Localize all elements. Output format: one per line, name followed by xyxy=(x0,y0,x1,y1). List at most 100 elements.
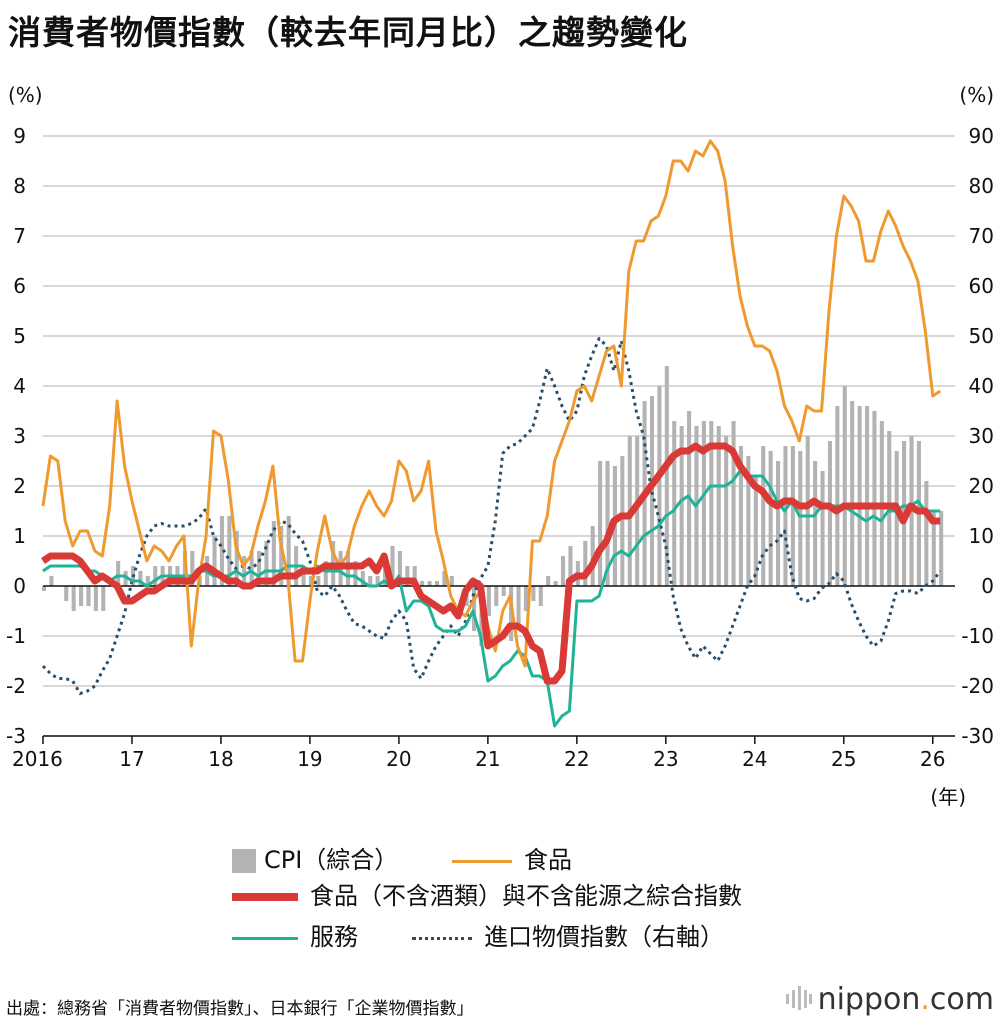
cpi-bar xyxy=(620,456,625,586)
legend-cpi-label: CPI（綜合） xyxy=(264,846,399,874)
series-lines xyxy=(41,139,942,728)
y-left-tick-label: 0 xyxy=(13,574,26,598)
x-tick-label: 25 xyxy=(831,747,856,771)
x-tick-label: 18 xyxy=(208,747,233,771)
cpi-bar xyxy=(842,386,847,586)
series-line-食品 xyxy=(41,139,942,668)
y-right-tick-label: 30 xyxy=(969,424,994,448)
cpi-bar xyxy=(264,541,269,586)
legend-import-label: 進口物價指數（右軸） xyxy=(484,923,724,951)
y-right-tick-label: 70 xyxy=(969,224,994,248)
cpi-bar xyxy=(41,586,47,591)
legend-food-label: 食品 xyxy=(524,846,572,874)
x-tick-label: 17 xyxy=(119,747,144,771)
y-left-tick-label: 8 xyxy=(13,174,26,198)
cpi-bar xyxy=(279,526,284,586)
cpi-bar xyxy=(731,421,736,586)
cpi-bar xyxy=(894,451,899,586)
x-tick-label: 24 xyxy=(742,747,767,771)
cpi-bar xyxy=(568,546,573,586)
cpi-bar xyxy=(531,586,536,601)
cpi-bar xyxy=(116,561,121,586)
x-tick-label: 20 xyxy=(386,747,411,771)
brand-name: nippon xyxy=(817,982,921,1017)
legend-services-label: 服務 xyxy=(310,923,358,951)
cpi-bar xyxy=(227,516,232,586)
cpi-bar xyxy=(434,581,440,586)
series-line-食品（不含酒類）與不含能源之綜合指數 xyxy=(41,442,941,685)
cpi-bar xyxy=(256,551,262,586)
x-tick-label: 22 xyxy=(564,747,589,771)
cpi-bar xyxy=(219,516,224,586)
cpi-bar xyxy=(798,451,803,586)
cpi-bar xyxy=(316,576,321,586)
y-right-tick-label: 20 xyxy=(969,474,994,498)
cpi-bar xyxy=(368,576,373,586)
brand-logo: nippon.com xyxy=(785,982,994,1018)
cpi-bar xyxy=(605,461,610,586)
cpi-bar xyxy=(864,406,870,586)
cpi-bar xyxy=(724,436,729,586)
cpi-bar xyxy=(308,576,313,586)
cpi-bar xyxy=(701,421,706,586)
source-note: 出處：總務省「消費者物價指數」、日本銀行「企業物價指數」 xyxy=(6,999,474,1019)
services-swatch xyxy=(232,936,298,940)
y-left-tick-label: 5 xyxy=(13,324,26,348)
cpi-bar xyxy=(931,511,936,586)
food-swatch xyxy=(452,859,512,863)
cpi-bar xyxy=(523,586,528,611)
legend-cpi: CPI（綜合） xyxy=(232,840,398,875)
cpi-bar xyxy=(850,401,855,586)
brand-dot: . xyxy=(920,982,930,1017)
y-right-tick-label: 10 xyxy=(969,524,994,548)
cpi-bar xyxy=(375,576,380,586)
legend-core: 食品（不含酒類）與不含能源之綜合指數 xyxy=(232,876,742,911)
brand-tld: com xyxy=(929,982,994,1017)
cpi-bar xyxy=(672,421,677,586)
x-tick-label: 19 xyxy=(297,747,322,771)
cpi-bar xyxy=(679,426,684,586)
cpi-bar xyxy=(827,441,832,586)
cpi-bar xyxy=(664,366,669,586)
cpi-bar xyxy=(271,521,276,586)
cpi-bar xyxy=(635,436,640,586)
cpi-bar xyxy=(242,556,247,586)
cpi-bar xyxy=(442,571,447,586)
cpi-bar xyxy=(939,511,944,586)
cpi-bar xyxy=(427,581,432,586)
legend-food: 食品 xyxy=(452,840,572,875)
cpi-bar xyxy=(234,531,239,586)
cpi-bar xyxy=(805,436,810,586)
cpi-bar xyxy=(360,571,365,586)
cpi-bar xyxy=(761,446,766,586)
cpi-bar xyxy=(790,446,795,586)
series-line-進口物價指數（右軸） xyxy=(41,337,942,695)
cpi-bar xyxy=(138,571,143,586)
cpi-bar xyxy=(486,586,491,616)
cpi-bar xyxy=(753,476,758,586)
cpi-bar xyxy=(494,586,499,606)
y-right-tick-label: -10 xyxy=(961,624,994,648)
y-right-tick-label: 40 xyxy=(969,374,994,398)
y-left-tick-label: 1 xyxy=(13,524,26,548)
cpi-bar xyxy=(301,571,306,586)
cpi-bar xyxy=(472,586,477,631)
axis-labels: 9 90 8 80 7 70 6 60 5 50 4 40 3 30 2 20 1 10 0 0 -1 -10 -2 -20 -… xyxy=(6,124,994,771)
core-swatch xyxy=(232,893,298,901)
y-left-tick-label: -3 xyxy=(6,724,26,748)
cpi-bar xyxy=(79,586,84,606)
cpi-bar xyxy=(145,576,150,586)
y-right-tick-label: 80 xyxy=(969,174,994,198)
cpi-bar xyxy=(924,481,929,586)
cpi-bar xyxy=(583,541,588,586)
cpi-bar xyxy=(598,461,603,586)
cpi-bar xyxy=(768,451,773,586)
cpi-bar xyxy=(64,586,69,601)
y-left-tick-label: 4 xyxy=(13,374,26,398)
cpi-bar xyxy=(353,561,358,586)
cpi-bar xyxy=(397,551,402,586)
legend-core-label: 食品（不含酒類）與不含能源之綜合指數 xyxy=(310,882,742,910)
y-left-tick-label: 3 xyxy=(13,424,26,448)
cpi-bar xyxy=(390,546,395,586)
